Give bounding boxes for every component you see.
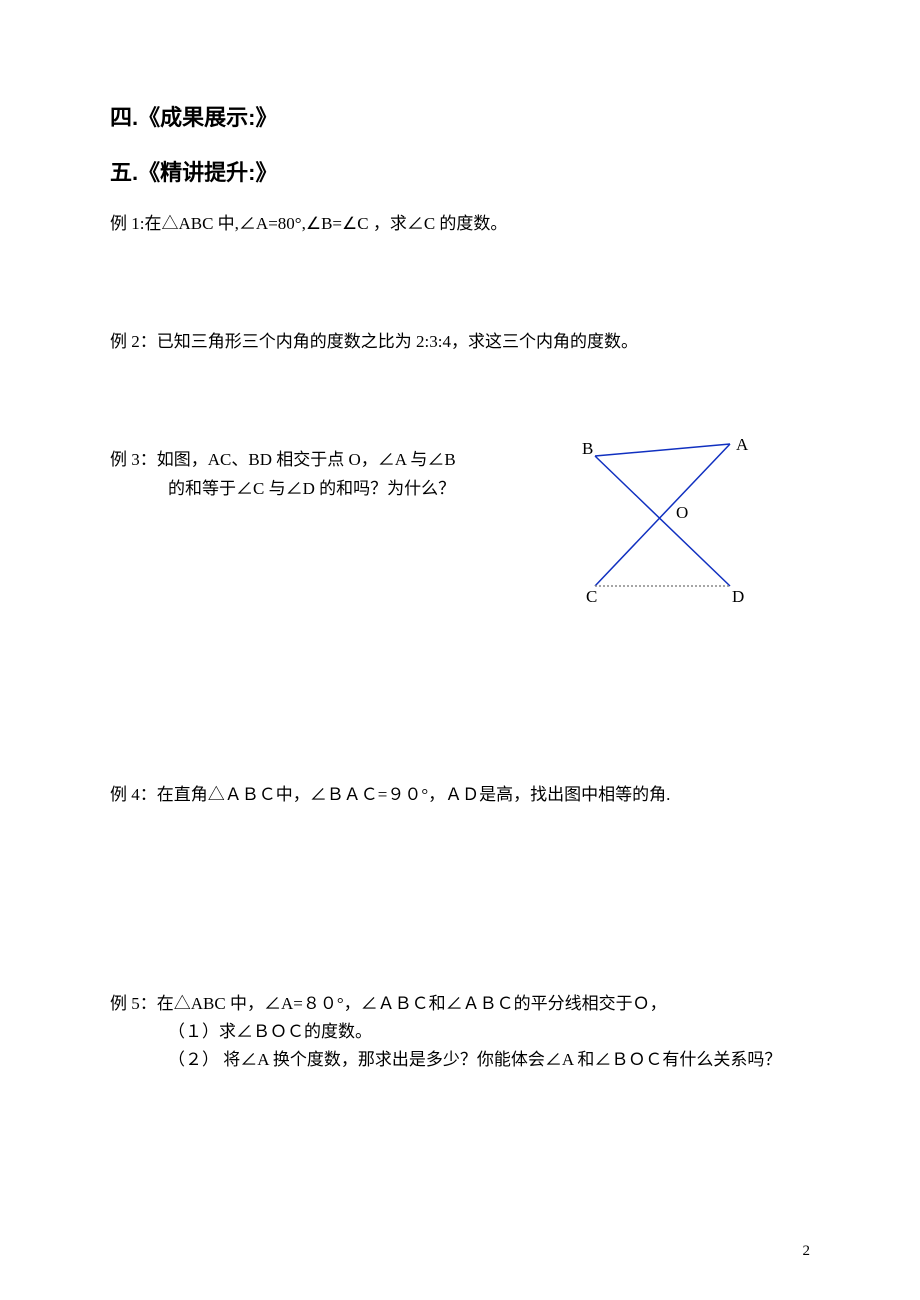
example-1: 例 1:在△ABC 中,∠A=80°,∠B=∠C ，求∠C 的度数。 — [110, 210, 810, 238]
spacer — [110, 810, 810, 990]
svg-text:A: A — [736, 436, 749, 454]
heading-5: 五.《精讲提升:》 — [110, 155, 810, 190]
spacer — [110, 356, 810, 446]
geometry-diagram: B A C D O — [560, 436, 760, 621]
heading-4: 四.《成果展示:》 — [110, 100, 810, 135]
spacer — [110, 621, 810, 781]
example-3-text: 例 3：如图，AC、BD 相交于点 O，∠A 与∠B 的和等于∠C 与∠D 的和… — [110, 446, 530, 502]
svg-text:D: D — [732, 587, 744, 606]
example-4: 例 4：在直角△ＡＢＣ中，∠ＢＡＣ=９０°，ＡＤ是高，找出图中相等的角. — [110, 781, 810, 809]
example-2: 例 2：已知三角形三个内角的度数之比为 2:3:4，求这三个内角的度数。 — [110, 328, 810, 356]
svg-text:B: B — [582, 439, 593, 458]
example-5-line2: （１）求∠ＢＯＣ的度数。 — [110, 1018, 810, 1046]
svg-text:O: O — [676, 503, 688, 522]
example-5-line2-text: （１）求∠ＢＯＣ的度数。 — [110, 1018, 810, 1046]
example-3-line2: 的和等于∠C 与∠D 的和吗？为什么？ — [110, 475, 530, 503]
example-5-line3-text: （２） 将∠A 换个度数，那求出是多少？你能体会∠A 和∠ＢＯＣ有什么关系吗？ — [110, 1046, 810, 1074]
page-number: 2 — [803, 1243, 811, 1260]
example-5-line3: （２） 将∠A 换个度数，那求出是多少？你能体会∠A 和∠ＢＯＣ有什么关系吗？ — [110, 1046, 810, 1074]
example-3-line2-text: 的和等于∠C 与∠D 的和吗？为什么？ — [110, 475, 530, 503]
example-3-row: 例 3：如图，AC、BD 相交于点 O，∠A 与∠B 的和等于∠C 与∠D 的和… — [110, 446, 810, 621]
spacer — [110, 238, 810, 328]
example-5-line1: 例 5：在△ABC 中，∠A=８０°，∠ＡＢＣ和∠ＡＢＣ的平分线相交于Ｏ， — [110, 990, 810, 1018]
example-3-line1: 例 3：如图，AC、BD 相交于点 O，∠A 与∠B — [110, 446, 530, 474]
diagram-svg: B A C D O — [560, 436, 760, 616]
page: 四.《成果展示:》 五.《精讲提升:》 例 1:在△ABC 中,∠A=80°,∠… — [0, 0, 920, 1300]
svg-text:C: C — [586, 587, 597, 606]
